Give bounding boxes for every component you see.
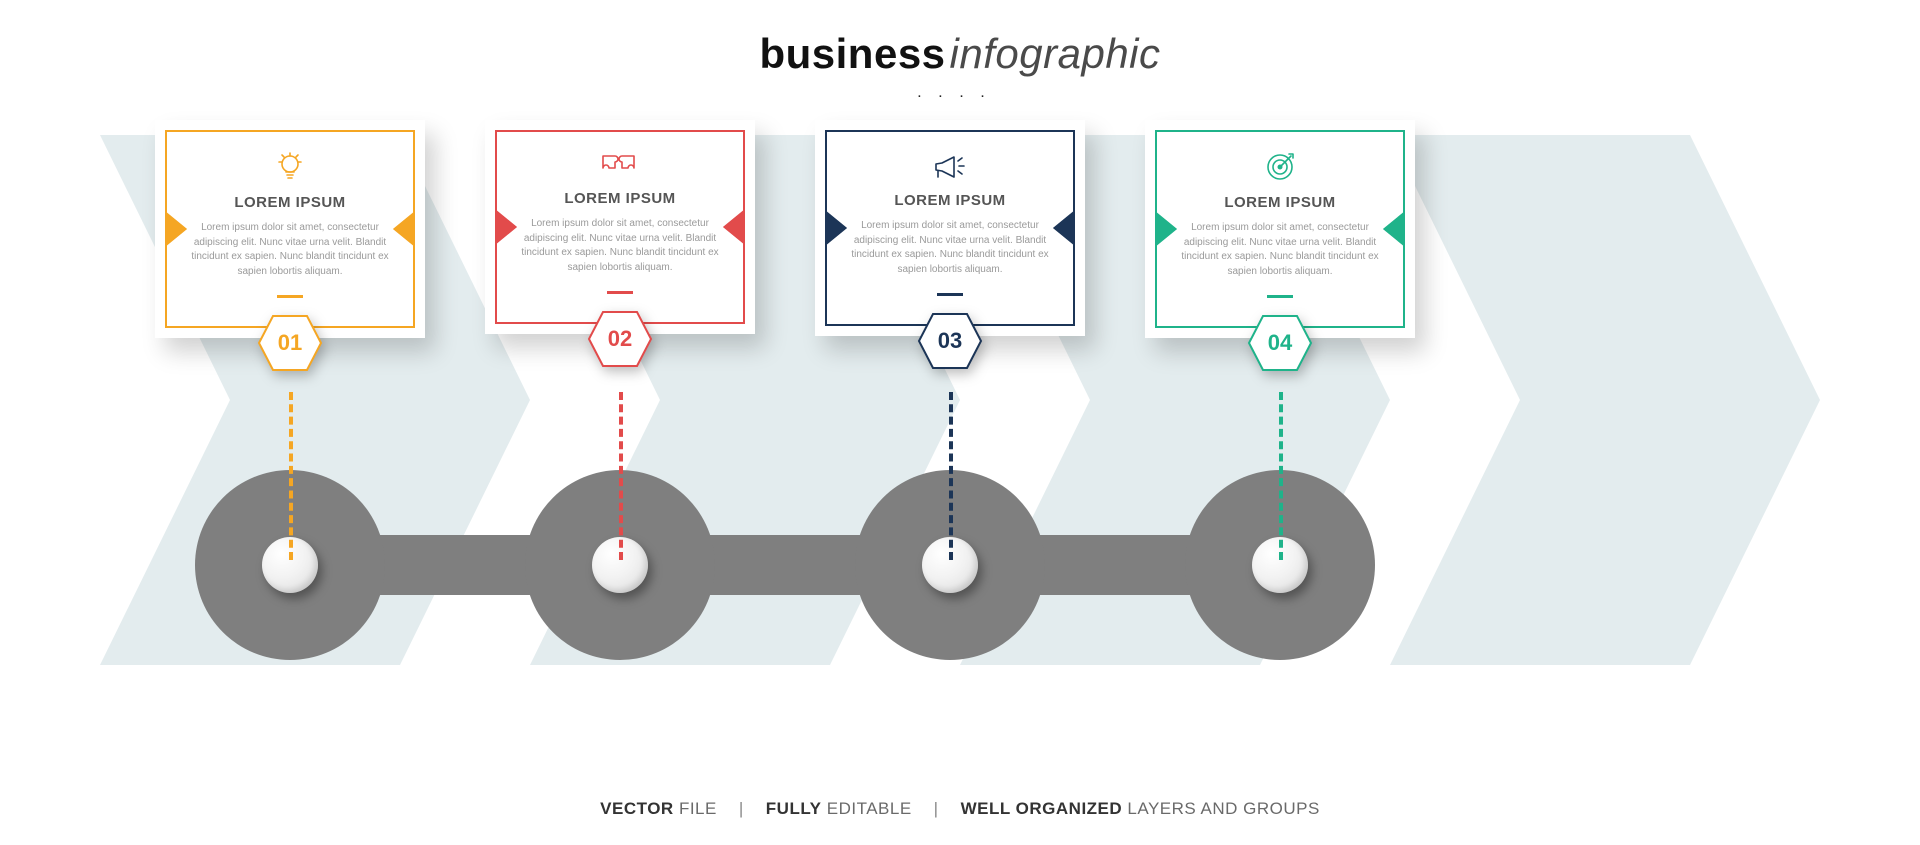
step-icon-wrap [1175, 150, 1385, 184]
step-icon-wrap [515, 150, 725, 180]
dash-line-3 [949, 392, 953, 560]
step-desc: Lorem ipsum dolor sit amet, consectetur … [1175, 221, 1385, 279]
step-desc: Lorem ipsum dolor sit amet, consectetur … [845, 219, 1055, 277]
card-notch-right [725, 209, 747, 245]
step-hex-badge-2: 02 [587, 310, 653, 368]
header: businessinfographic .... [0, 30, 1920, 100]
card-notch-right [395, 211, 417, 247]
step-title: LOREM IPSUM [845, 192, 1055, 209]
step-icon-wrap [845, 150, 1055, 182]
bridge-1 [290, 535, 620, 595]
step-hex-badge-3: 03 [917, 312, 983, 370]
step-icon-wrap [185, 150, 395, 184]
dash-line-2 [619, 392, 623, 560]
lightbulb-icon [273, 150, 307, 184]
footer: VECTOR FILE | FULLY EDITABLE | WELL ORGANIZE… [0, 799, 1920, 819]
target-icon [1263, 150, 1297, 184]
puzzle-icon [600, 150, 640, 180]
step-number: 02 [587, 310, 653, 368]
step-desc: Lorem ipsum dolor sit amet, consectetur … [515, 217, 725, 275]
footer-separator: | [934, 799, 939, 818]
title-bold: business [759, 30, 945, 77]
step-hex-badge-1: 01 [257, 314, 323, 372]
step-hex-badge-4: 04 [1247, 314, 1313, 372]
step-underline [937, 293, 963, 296]
step-desc: Lorem ipsum dolor sit amet, consectetur … [185, 221, 395, 279]
step-card-2: LOREM IPSUM Lorem ipsum dolor sit amet, … [485, 120, 755, 334]
step-number: 01 [257, 314, 323, 372]
step-underline [277, 295, 303, 298]
step-title: LOREM IPSUM [515, 190, 725, 207]
footer-item-1: VECTOR FILE [600, 799, 717, 818]
dash-line-4 [1279, 392, 1283, 560]
footer-separator: | [739, 799, 744, 818]
card-notch-right [1385, 211, 1407, 247]
card-notch-right [1055, 210, 1077, 246]
step-number: 04 [1247, 314, 1313, 372]
dash-line-1 [289, 392, 293, 560]
step-underline [607, 291, 633, 294]
chevron-4 [1390, 135, 1820, 665]
footer-item-3: WELL ORGANIZED LAYERS AND GROUPS [961, 799, 1320, 818]
megaphone-icon [932, 150, 968, 182]
title-dots: .... [0, 88, 1920, 100]
step-card-3: LOREM IPSUM Lorem ipsum dolor sit amet, … [815, 120, 1085, 336]
step-underline [1267, 295, 1293, 298]
bridge-2 [620, 535, 950, 595]
step-card-4: LOREM IPSUM Lorem ipsum dolor sit amet, … [1145, 120, 1415, 338]
title-light: infographic [950, 30, 1161, 77]
main-title: businessinfographic [0, 30, 1920, 78]
step-number: 03 [917, 312, 983, 370]
footer-item-2: FULLY EDITABLE [766, 799, 912, 818]
step-card-1: LOREM IPSUM Lorem ipsum dolor sit amet, … [155, 120, 425, 338]
infographic-stage: businessinfographic .... LOREM IPSUM Lor… [0, 0, 1920, 845]
step-title: LOREM IPSUM [1175, 194, 1385, 211]
step-title: LOREM IPSUM [185, 194, 395, 211]
bridge-3 [950, 535, 1280, 595]
